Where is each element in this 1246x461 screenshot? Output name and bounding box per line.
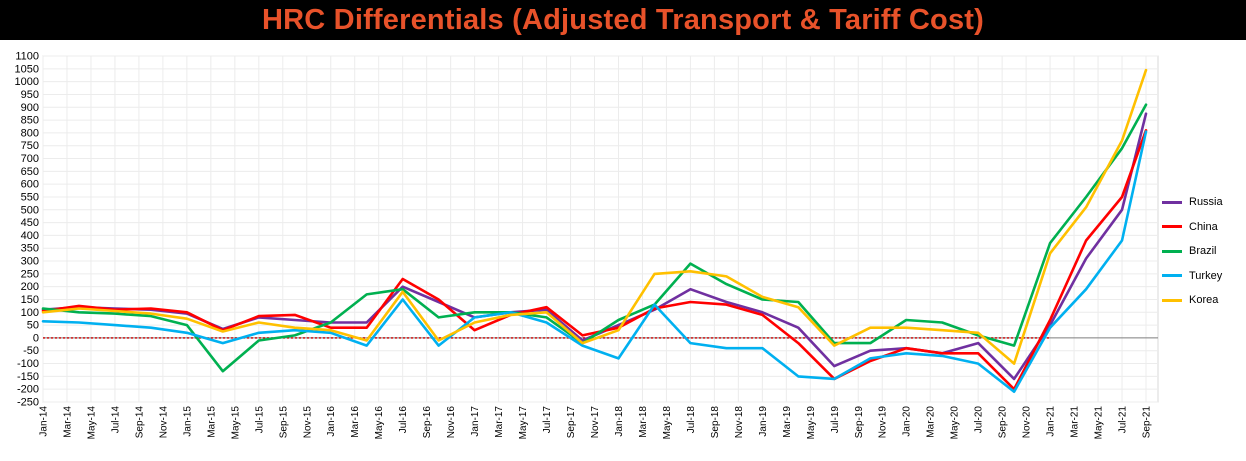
x-tick-label: Sep-15 [278, 406, 289, 439]
y-tick-label: 800 [21, 127, 39, 139]
plot-area [42, 55, 1159, 403]
x-tick-label: Jan-18 [614, 406, 625, 437]
y-tick-label: 1000 [15, 76, 39, 88]
y-tick-label: 900 [21, 102, 39, 114]
x-tick-label: May-21 [1094, 406, 1105, 440]
legend-label: Russia [1189, 196, 1223, 209]
x-tick-label: Nov-14 [158, 406, 169, 439]
legend-swatch [1162, 298, 1182, 302]
y-tick-label: 600 [21, 179, 39, 191]
y-tick-label: 250 [21, 268, 39, 280]
x-tick-label: Jul-18 [686, 406, 697, 434]
legend-label: Turkey [1189, 269, 1223, 282]
y-tick-label: 0 [33, 332, 39, 344]
legend-label: Brazil [1189, 245, 1217, 258]
chart-title-bar: HRC Differentials (Adjusted Transport & … [0, 0, 1246, 40]
x-tick-label: Jan-20 [902, 406, 913, 437]
x-tick-label: Mar-21 [1070, 406, 1081, 438]
x-tick-label: Jan-17 [470, 406, 481, 437]
x-tick-label: Jul-20 [974, 406, 985, 434]
legend-swatch [1162, 225, 1182, 229]
x-tick-label: Jul-17 [542, 406, 553, 434]
x-tick-label: Jan-19 [758, 406, 769, 437]
x-tick-label: Mar-14 [62, 406, 73, 438]
series-line-korea [41, 68, 1148, 365]
x-tick-label: Mar-15 [206, 406, 217, 438]
y-tick-label: 50 [27, 320, 39, 332]
y-tick-label: -100 [17, 358, 39, 370]
legend-swatch [1162, 274, 1182, 278]
x-tick-label: Jul-15 [254, 406, 265, 434]
legend-item-russia: Russia [1162, 190, 1223, 215]
x-tick-label: Sep-20 [998, 406, 1009, 439]
y-tick-label: -250 [17, 397, 39, 409]
legend-item-korea: Korea [1162, 288, 1223, 313]
y-tick-label: 400 [21, 230, 39, 242]
y-tick-label: 150 [21, 294, 39, 306]
x-tick-label: Sep-18 [710, 406, 721, 439]
x-tick-label: Nov-16 [446, 406, 457, 439]
x-tick-label: Sep-21 [1142, 406, 1153, 439]
x-tick-label: Sep-19 [854, 406, 865, 439]
y-tick-label: 1100 [15, 51, 39, 63]
x-tick-label: Jan-14 [39, 406, 50, 437]
y-tick-label: 950 [21, 89, 39, 101]
x-tick-label: May-20 [950, 406, 961, 440]
x-tick-label: Mar-17 [494, 406, 505, 438]
x-tick-label: May-18 [662, 406, 673, 440]
chart-title: HRC Differentials (Adjusted Transport & … [261, 3, 985, 36]
x-tick-label: Nov-18 [734, 406, 745, 439]
y-tick-label: 700 [21, 153, 39, 165]
y-tick-label: 850 [21, 115, 39, 127]
x-tick-label: Jul-14 [110, 406, 121, 434]
x-tick-label: Nov-17 [590, 406, 601, 439]
x-tick-label: Sep-14 [134, 406, 145, 439]
x-tick-label: May-17 [518, 406, 529, 440]
x-tick-label: Nov-15 [302, 406, 313, 439]
legend-item-turkey: Turkey [1162, 264, 1223, 289]
x-tick-label: May-15 [230, 406, 241, 440]
y-tick-label: 750 [21, 140, 39, 152]
series-line-turkey [41, 130, 1148, 393]
x-tick-label: Jul-16 [398, 406, 409, 434]
x-tick-label: Jul-21 [1118, 406, 1129, 434]
y-tick-label: 450 [21, 217, 39, 229]
y-tick-label: 350 [21, 243, 39, 255]
y-tick-label: 500 [21, 204, 39, 216]
y-tick-label: 650 [21, 166, 39, 178]
legend-label: Korea [1189, 294, 1219, 307]
x-tick-label: May-19 [806, 406, 817, 440]
y-tick-label: 550 [21, 191, 39, 203]
x-tick-label: Mar-19 [782, 406, 793, 438]
y-tick-label: -50 [23, 345, 39, 357]
x-tick-label: May-16 [374, 406, 385, 440]
x-tick-label: Jan-21 [1046, 406, 1057, 437]
legend-swatch [1162, 249, 1182, 253]
x-tick-label: Mar-16 [350, 406, 361, 438]
x-tick-label: May-14 [86, 406, 97, 440]
x-tick-label: Nov-19 [878, 406, 889, 439]
x-tick-label: Sep-17 [566, 406, 577, 439]
y-tick-label: 100 [21, 307, 39, 319]
x-tick-label: Jan-16 [326, 406, 337, 437]
x-tick-label: Jan-15 [182, 406, 193, 437]
y-tick-label: -150 [17, 371, 39, 383]
legend-item-china: China [1162, 215, 1223, 240]
line-chart: -250-200-150-100-50050100150200250300350… [15, 51, 1159, 440]
y-tick-label: -200 [17, 384, 39, 396]
legend-item-brazil: Brazil [1162, 239, 1223, 264]
x-tick-label: Mar-20 [926, 406, 937, 438]
x-tick-label: Jul-19 [830, 406, 841, 434]
y-tick-label: 200 [21, 281, 39, 293]
y-tick-label: 1050 [15, 63, 39, 75]
y-tick-label: 300 [21, 256, 39, 268]
legend-swatch [1162, 200, 1182, 204]
x-tick-label: Mar-18 [638, 406, 649, 438]
x-tick-label: Sep-16 [422, 406, 433, 439]
legend-label: China [1189, 220, 1218, 233]
x-tick-label: Nov-20 [1022, 406, 1033, 439]
chart-legend: Russia China Brazil Turkey Korea [1162, 190, 1223, 313]
